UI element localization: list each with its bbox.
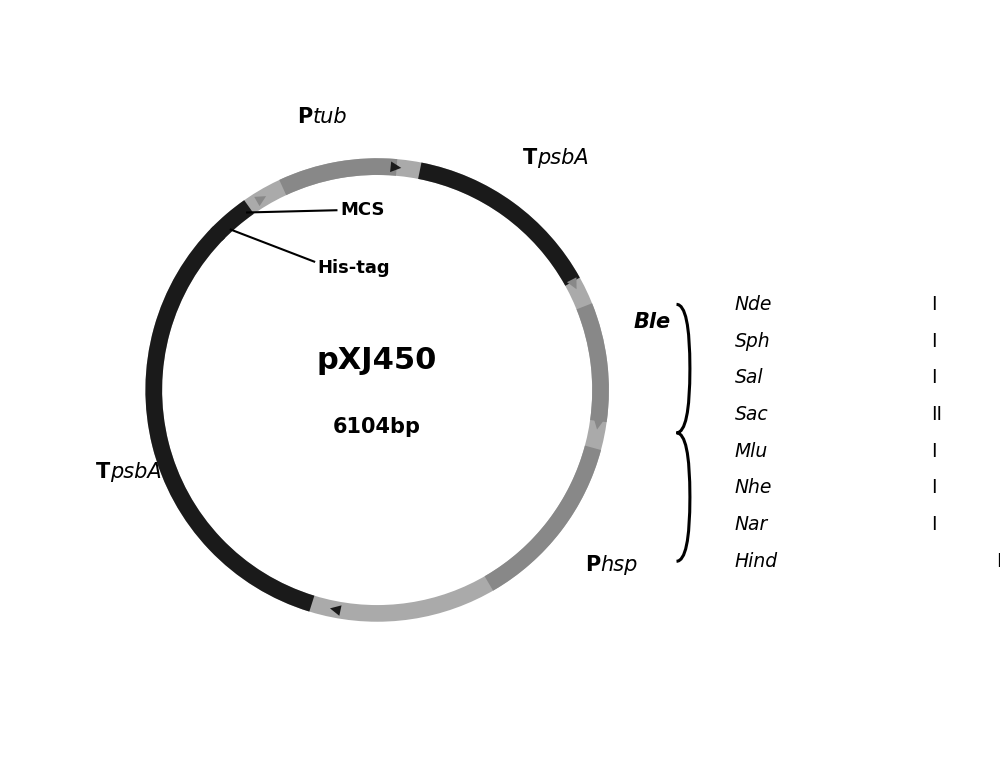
Text: I: I	[931, 368, 936, 387]
Text: I: I	[931, 295, 936, 314]
Text: psbA: psbA	[537, 148, 589, 168]
Text: P: P	[298, 107, 313, 127]
Text: Ble: Ble	[633, 313, 670, 332]
Text: I: I	[931, 441, 936, 461]
Text: MCS: MCS	[340, 201, 385, 219]
Text: psbA: psbA	[110, 462, 162, 481]
Text: Sac: Sac	[735, 405, 768, 424]
Text: Nhe: Nhe	[735, 478, 772, 498]
Text: Hind: Hind	[735, 551, 778, 571]
Text: I: I	[931, 332, 936, 350]
Text: T: T	[523, 148, 537, 168]
Text: T: T	[96, 462, 110, 481]
Text: tub: tub	[313, 107, 347, 127]
Text: hsp: hsp	[601, 555, 638, 575]
Text: I: I	[931, 478, 936, 498]
Text: P: P	[585, 555, 601, 575]
Text: Nar: Nar	[735, 515, 768, 534]
Text: I: I	[931, 515, 936, 534]
Text: Mlu: Mlu	[735, 441, 768, 461]
Text: III: III	[996, 551, 1000, 571]
Text: II: II	[931, 405, 942, 424]
Text: His-tag: His-tag	[317, 259, 390, 277]
Text: Nde: Nde	[735, 295, 772, 314]
Text: Sal: Sal	[735, 368, 763, 387]
Text: pXJ450: pXJ450	[317, 346, 437, 374]
Text: Sph: Sph	[735, 332, 770, 350]
Text: 6104bp: 6104bp	[333, 417, 421, 438]
